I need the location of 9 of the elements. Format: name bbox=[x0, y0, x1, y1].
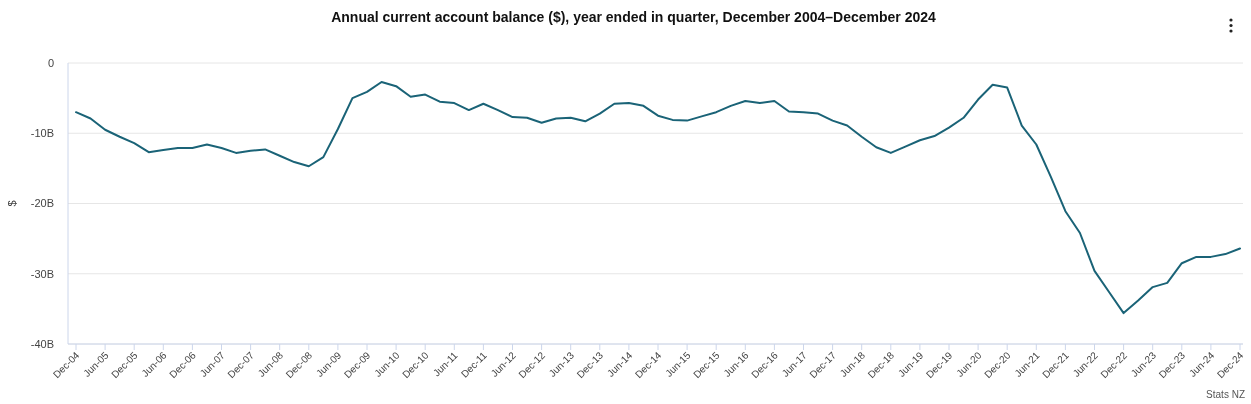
text: Stats NZ bbox=[1206, 389, 1245, 400]
y-tick-label: -10B bbox=[30, 127, 54, 140]
chart-title: Annual current account balance ($), year ended in quarter, December 2004–December 2024 bbox=[331, 9, 936, 25]
y-axis-title: $ bbox=[6, 200, 18, 207]
y-tick-label: 0 bbox=[47, 56, 54, 69]
y-tick-label: -30B bbox=[30, 267, 54, 280]
y-tick-label: -40B bbox=[30, 337, 54, 350]
y-tick-label: -20B bbox=[30, 197, 54, 210]
line-series bbox=[75, 80, 1241, 315]
